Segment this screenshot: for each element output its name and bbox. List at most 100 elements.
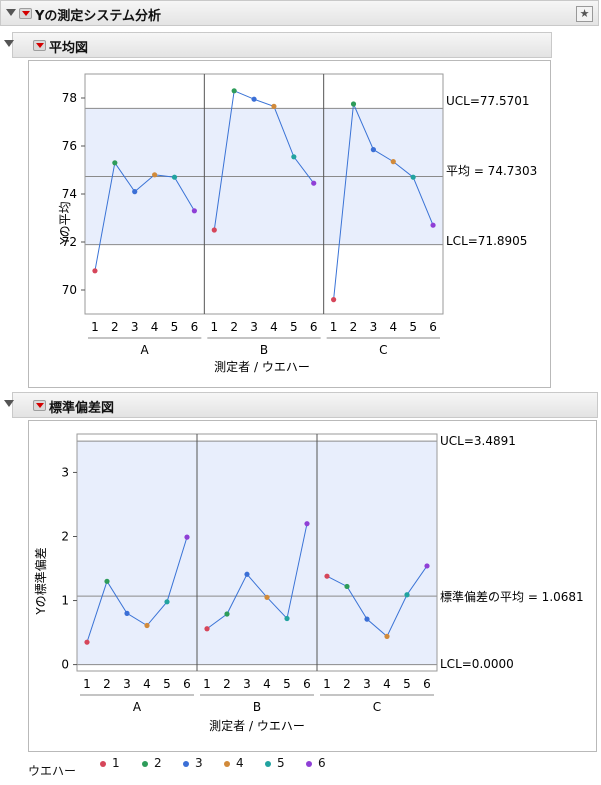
legend-item-3[interactable]: 3	[183, 756, 203, 770]
sd-chart-x-tick-label: 3	[363, 677, 371, 691]
sd-chart-data-point[interactable]	[324, 573, 330, 579]
sd-chart-x-tick-label: 6	[183, 677, 191, 691]
legend-dot-icon	[265, 760, 271, 767]
sd-chart-data-point[interactable]	[164, 599, 170, 605]
collapse-mean-chart-icon[interactable]	[4, 40, 14, 47]
sd-chart-series-line	[86, 536, 188, 643]
legend-item-4[interactable]: 4	[224, 756, 244, 770]
sd-chart-data-point[interactable]	[284, 615, 290, 622]
sd-chart-data-point[interactable]	[404, 592, 410, 598]
mean-chart-data-point[interactable]	[350, 101, 357, 107]
sd-chart-data-point[interactable]	[244, 571, 250, 577]
mean-chart-data-point[interactable]	[171, 174, 178, 180]
mean-chart-data-point[interactable]	[311, 180, 317, 186]
sd-chart-series-line	[326, 565, 428, 638]
mean-chart-group-label: A	[141, 343, 150, 357]
legend-dot-icon	[224, 760, 230, 767]
mean-chart-data-point[interactable]	[370, 147, 376, 153]
legend-item-1[interactable]: 1	[100, 756, 120, 770]
mean-chart-x-tick-label: 4	[389, 320, 397, 334]
mean-chart-x-tick-label: 1	[210, 320, 218, 334]
mean-chart-data-point[interactable]	[271, 103, 277, 109]
sd-chart-data-point[interactable]	[144, 622, 150, 629]
mean-chart-data-point[interactable]	[191, 208, 197, 214]
mean-chart-data-point[interactable]	[331, 297, 337, 303]
report-header: Yの測定システム分析 ★	[0, 0, 599, 26]
legend-dot-icon	[183, 760, 189, 767]
mean-chart-data-point[interactable]	[410, 174, 416, 180]
mean-chart-data-point[interactable]	[132, 189, 138, 195]
mean-chart-series-line	[213, 90, 315, 231]
sd-chart-ucl-label: UCL=3.4891	[440, 434, 516, 448]
sd-chart-y-tick-label: 1	[61, 594, 69, 608]
mean-chart-x-tick-label: 6	[429, 320, 437, 334]
mean-chart-lcl-label: LCL=71.8905	[446, 234, 527, 248]
sd-chart-data-point[interactable]	[424, 563, 430, 569]
mean-chart-y-tick-label: 72	[62, 235, 77, 249]
mean-chart-menu-icon[interactable]	[33, 40, 46, 51]
sd-chart-data-point[interactable]	[344, 583, 350, 590]
mean-chart-title: 平均図	[49, 41, 89, 56]
sd-chart-data-point[interactable]	[124, 610, 130, 616]
sd-chart-lcl-label: LCL=0.0000	[440, 657, 514, 671]
legend-label: 2	[154, 756, 162, 770]
mean-chart-x-tick-label: 2	[230, 320, 238, 334]
sd-chart-data-point[interactable]	[84, 639, 90, 645]
sd-chart-header: 標準偏差図	[12, 392, 598, 418]
legend-label: 4	[236, 756, 244, 770]
mean-chart-series-line	[94, 161, 195, 271]
mean-chart-data-point[interactable]	[390, 159, 396, 165]
mean-chart-data-point[interactable]	[152, 172, 158, 178]
legend-item-5[interactable]: 5	[265, 756, 285, 770]
sd-chart-data-point[interactable]	[104, 578, 110, 584]
legend-item-6[interactable]: 6	[306, 756, 326, 770]
sd-chart-data-point[interactable]	[224, 611, 230, 617]
sd-chart-group-label: A	[133, 700, 142, 714]
mean-chart-ylabel: Yの平均	[58, 201, 72, 245]
mean-chart-y-tick-label: 76	[62, 139, 77, 153]
sd-chart-menu-icon[interactable]	[33, 400, 46, 411]
mean-chart-data-point[interactable]	[430, 222, 436, 228]
star-icon[interactable]: ★	[576, 6, 593, 22]
collapse-report-icon[interactable]	[6, 9, 16, 16]
mean-chart-data-point[interactable]	[291, 154, 297, 160]
sd-chart-data-point[interactable]	[304, 521, 310, 527]
sd-chart-x-tick-label: 1	[83, 677, 91, 691]
mean-chart-x-tick-label: 1	[91, 320, 99, 334]
mean-chart-data-point[interactable]	[112, 160, 118, 166]
mean-chart-x-tick-label: 2	[111, 320, 119, 334]
report-menu-icon[interactable]	[19, 8, 32, 19]
sd-chart-group-label: B	[253, 700, 261, 714]
sd-chart-data-point[interactable]	[364, 616, 370, 622]
mean-chart-x-tick-label: 3	[131, 320, 139, 334]
sd-chart-y-tick-label: 2	[61, 529, 69, 543]
mean-chart-x-tick-label: 3	[250, 320, 258, 334]
mean-chart-data-point[interactable]	[211, 227, 217, 233]
sd-chart-x-tick-label: 2	[223, 677, 231, 691]
mean-chart-data-point[interactable]	[92, 268, 98, 274]
mean-chart-x-tick-label: 6	[191, 320, 199, 334]
sd-chart-x-tick-label: 6	[423, 677, 431, 691]
sd-chart-x-tick-label: 4	[263, 677, 271, 691]
sd-chart-series-line	[206, 523, 308, 630]
sd-chart-data-point[interactable]	[384, 633, 390, 640]
mean-chart-ucl-label: UCL=77.5701	[446, 94, 530, 108]
collapse-sd-chart-icon[interactable]	[4, 400, 14, 407]
mean-chart-data-point[interactable]	[231, 88, 237, 94]
sd-chart-data-point[interactable]	[204, 626, 210, 632]
legend-item-2[interactable]: 2	[142, 756, 162, 770]
sd-chart-ylabel: Yの標準偏差	[33, 547, 48, 615]
mean-chart-data-point[interactable]	[251, 96, 257, 102]
sd-chart-data-point[interactable]	[184, 534, 190, 540]
sd-chart-x-tick-label: 2	[103, 677, 111, 691]
sd-chart-x-tick-label: 3	[123, 677, 131, 691]
sd-chart-data-point[interactable]	[264, 594, 270, 600]
mean-chart-header: 平均図	[12, 32, 552, 58]
legend-label: 1	[112, 756, 120, 770]
mean-chart-y-tick-label: 74	[62, 187, 77, 201]
sd-chart-x-tick-label: 5	[163, 677, 171, 691]
sd-chart-x-tick-label: 2	[343, 677, 351, 691]
